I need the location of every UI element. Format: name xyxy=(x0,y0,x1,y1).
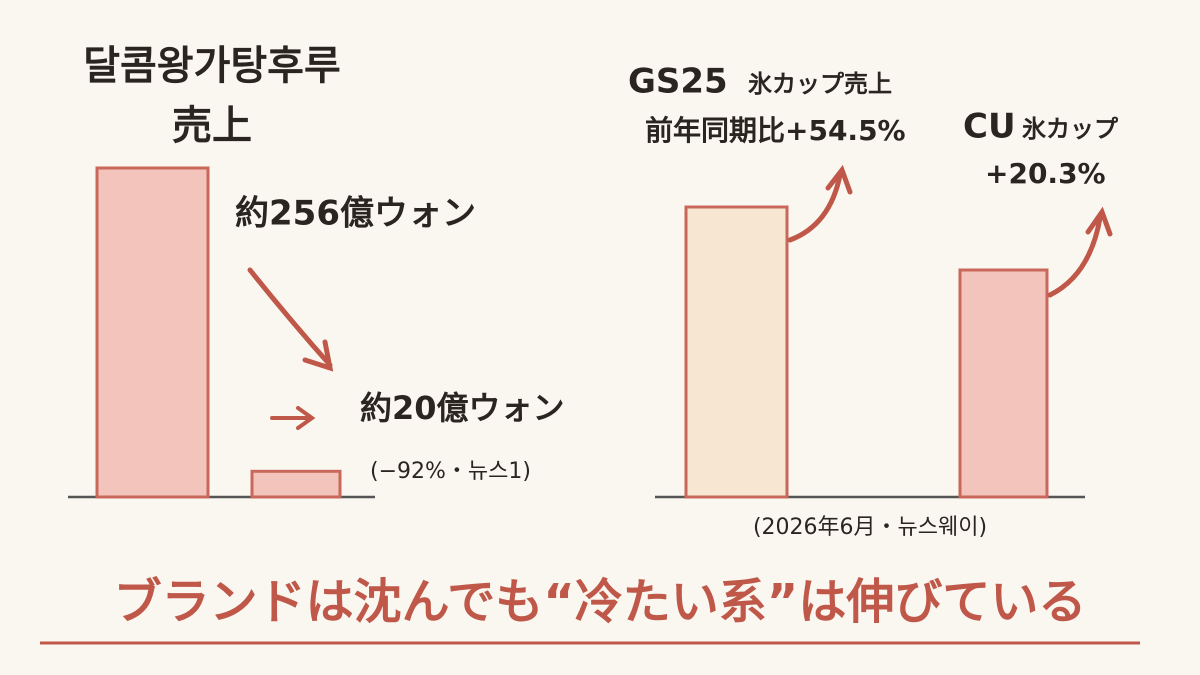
brand: CU xyxy=(963,107,1016,147)
source: (2026年6月・뉴스웨이) xyxy=(753,515,987,540)
arrow xyxy=(787,164,853,243)
change: 前年同期比+54.5% xyxy=(645,114,906,147)
bar xyxy=(95,166,210,499)
note: (−92%・뉴스1) xyxy=(370,459,531,484)
item-label: 氷カップ売上 xyxy=(748,70,892,98)
decorative-bar xyxy=(684,205,789,499)
value-label: 約256億ウォン xyxy=(235,194,476,234)
arrow xyxy=(270,406,316,430)
decorative-bar xyxy=(958,268,1049,499)
headline: ブランドは沈んでも“冷たい系”は伸びている xyxy=(114,574,1087,630)
chart-title: 売上 xyxy=(172,103,252,149)
item-label: 氷カップ xyxy=(1022,115,1119,143)
brand: GS25 xyxy=(628,62,728,102)
change: +20.3% xyxy=(985,157,1106,190)
chart-title: 달콤왕가탕후루 xyxy=(83,43,341,89)
value-label: 約20億ウォン xyxy=(360,389,565,427)
arrow xyxy=(1047,206,1113,298)
arrow xyxy=(247,267,334,372)
bar xyxy=(250,469,342,499)
